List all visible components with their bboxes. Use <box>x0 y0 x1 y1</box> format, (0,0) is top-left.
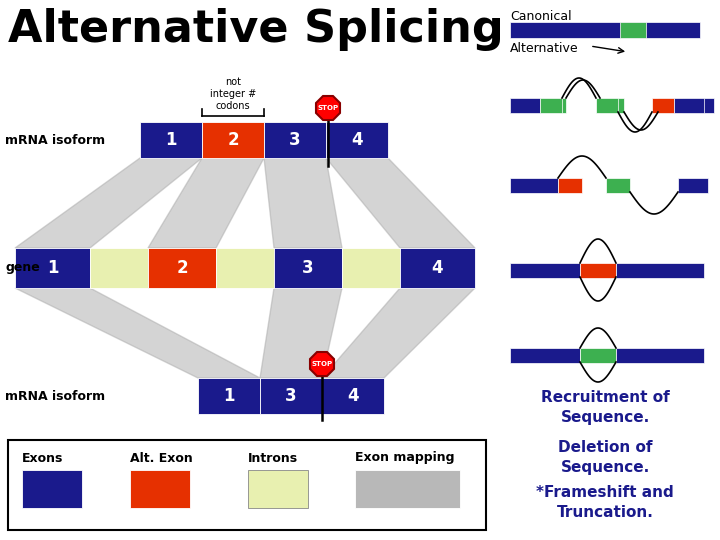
Bar <box>682 98 714 113</box>
Text: 1: 1 <box>223 387 235 405</box>
Bar <box>510 22 700 38</box>
Bar <box>90 248 148 288</box>
Polygon shape <box>15 288 260 378</box>
Bar <box>674 98 704 113</box>
Bar <box>216 248 274 288</box>
Text: Canonical: Canonical <box>510 10 572 23</box>
Text: 2: 2 <box>176 259 188 277</box>
Text: STOP: STOP <box>318 105 338 111</box>
Bar <box>540 98 562 113</box>
Bar <box>130 470 190 508</box>
Bar <box>140 122 202 158</box>
Text: mRNA isoform: mRNA isoform <box>5 133 105 146</box>
Text: Introns: Introns <box>248 451 298 464</box>
Text: not
integer #
codons: not integer # codons <box>210 77 256 111</box>
Bar <box>248 470 308 508</box>
Bar <box>510 178 558 193</box>
Text: 3: 3 <box>302 259 314 277</box>
Bar <box>326 122 388 158</box>
Text: 4: 4 <box>347 387 359 405</box>
Bar <box>596 98 618 113</box>
Bar <box>355 470 460 508</box>
Bar <box>148 248 216 288</box>
Bar <box>558 178 582 193</box>
Bar <box>580 263 616 278</box>
Polygon shape <box>15 158 202 248</box>
Polygon shape <box>310 352 334 376</box>
Bar <box>400 248 475 288</box>
Text: Alternative: Alternative <box>510 42 579 55</box>
Bar <box>264 122 326 158</box>
Bar <box>510 98 542 113</box>
Bar <box>22 470 82 508</box>
Text: 3: 3 <box>285 387 297 405</box>
Bar <box>606 178 630 193</box>
Bar <box>8 440 486 530</box>
Text: Alt. Exon: Alt. Exon <box>130 451 193 464</box>
Bar <box>580 348 616 363</box>
Bar <box>15 248 90 288</box>
Bar <box>620 22 646 38</box>
Bar <box>510 348 580 363</box>
Text: Recruitment of
Sequence.: Recruitment of Sequence. <box>541 390 670 425</box>
Text: Deletion of
Sequence.: Deletion of Sequence. <box>558 440 652 475</box>
Text: 3: 3 <box>289 131 301 149</box>
Text: *Frameshift and
Truncation.: *Frameshift and Truncation. <box>536 485 674 520</box>
Bar <box>342 248 400 288</box>
Polygon shape <box>322 288 475 378</box>
Polygon shape <box>264 158 342 248</box>
Polygon shape <box>326 158 475 248</box>
Text: Exons: Exons <box>22 451 63 464</box>
Bar <box>510 98 540 113</box>
Text: gene: gene <box>5 261 40 274</box>
Text: 4: 4 <box>432 259 444 277</box>
Text: mRNA isoform: mRNA isoform <box>5 389 105 402</box>
Text: 2: 2 <box>228 131 239 149</box>
Text: STOP: STOP <box>312 361 333 367</box>
Bar <box>616 348 704 363</box>
Bar <box>510 263 580 278</box>
Bar <box>274 248 342 288</box>
Text: 1: 1 <box>166 131 176 149</box>
Text: 1: 1 <box>47 259 58 277</box>
Bar <box>678 178 708 193</box>
Text: Alternative Splicing: Alternative Splicing <box>8 8 504 51</box>
Bar <box>542 98 566 113</box>
Bar <box>202 122 264 158</box>
Bar <box>652 98 674 113</box>
Bar <box>260 378 322 414</box>
Polygon shape <box>260 288 342 378</box>
Bar <box>600 98 624 113</box>
Polygon shape <box>316 96 340 120</box>
Bar <box>616 263 704 278</box>
Text: 4: 4 <box>351 131 363 149</box>
Bar <box>198 378 260 414</box>
Polygon shape <box>148 158 264 248</box>
Bar <box>322 378 384 414</box>
Text: Exon mapping: Exon mapping <box>355 451 454 464</box>
Bar <box>658 98 682 113</box>
